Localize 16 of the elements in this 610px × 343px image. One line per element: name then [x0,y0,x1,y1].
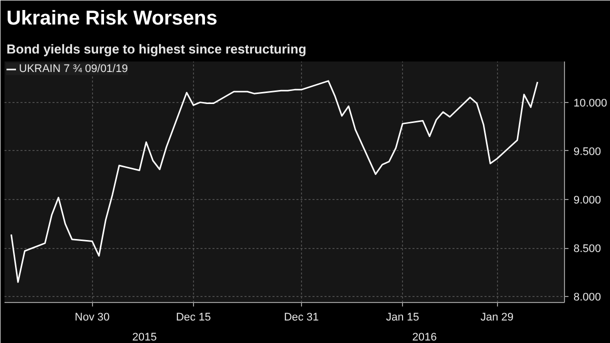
text: 2016 [412,332,437,343]
chart-subtitle: Bond yields surge to highest since restructuring [6,42,306,56]
x-tick-label: Jan 15 [386,312,420,324]
x-tick-label: Dec 31 [284,312,319,324]
x-tick-label: Jan 29 [480,312,514,324]
y-tick-label: 10.000 [574,97,608,110]
text: 2015 [132,332,157,343]
y-tick-label: 9.000 [574,194,602,206]
line-series [10,80,538,283]
legend-label: UKRAIN 7 ¾ 09/01/19 [19,63,128,75]
y-tick-label: 8.000 [574,292,602,304]
chart-title: Ukraine Risk Worsens [6,8,218,30]
y-tick-label: 9.500 [574,146,602,158]
x-tick-label: Nov 30 [74,312,110,324]
y-tick-label: 8.500 [574,243,602,256]
x-tick-label: Dec 15 [176,312,211,324]
